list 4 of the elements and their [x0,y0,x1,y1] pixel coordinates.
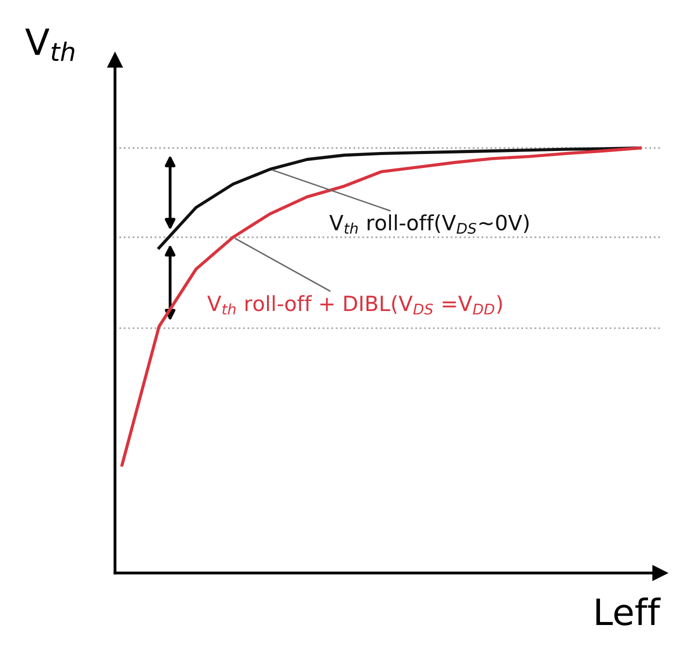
x-axis-title: Leff [596,598,661,626]
series-label: V$_{th}$ roll-off + DIBL(V$_{DS}$ =V$_{DD}$) [207,295,502,315]
y-axis-title: V$_{th}$ [25,28,74,61]
text: V$_{th}$ roll-off(V$_{DS}$~0V) [329,214,529,234]
